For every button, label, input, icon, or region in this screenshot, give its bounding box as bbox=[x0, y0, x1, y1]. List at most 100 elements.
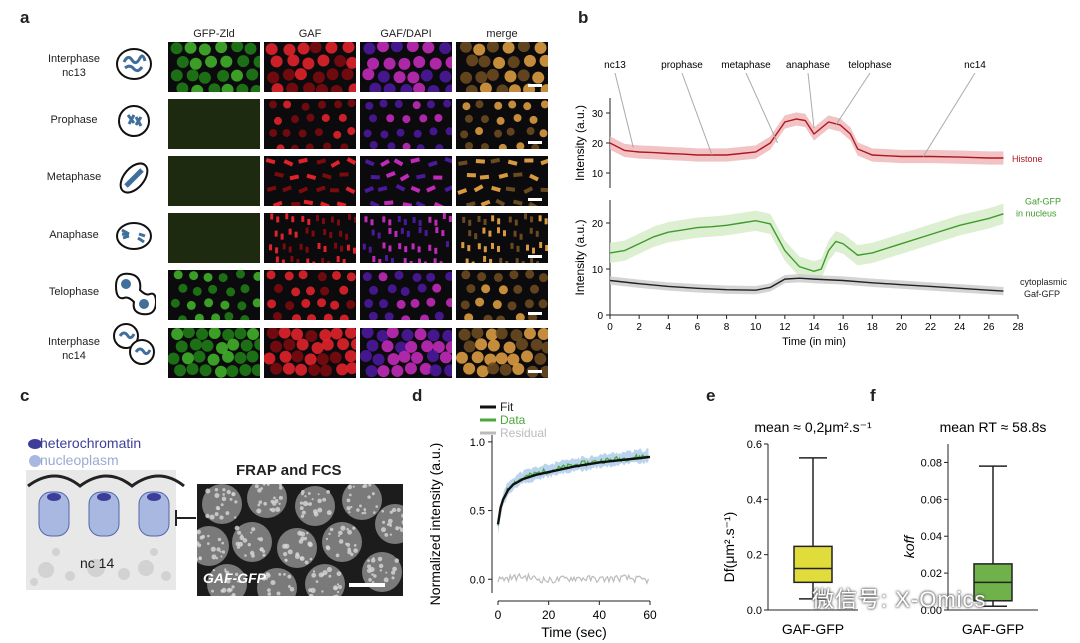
nucleus-signal bbox=[483, 246, 487, 253]
nucleus-signal bbox=[502, 42, 515, 54]
x-tick-label: 12 bbox=[779, 322, 791, 333]
nucleus-signal bbox=[477, 215, 481, 222]
nucleus-signal bbox=[407, 71, 420, 84]
nucleus-signal bbox=[486, 68, 499, 81]
nucleus-signal bbox=[316, 83, 329, 92]
nucleus-signal bbox=[269, 100, 278, 109]
nucleus-signal bbox=[364, 159, 375, 167]
nucleus-signal bbox=[240, 315, 250, 320]
nucleus-signal bbox=[444, 184, 452, 193]
nucleus-signal bbox=[369, 200, 380, 206]
nucleus-signal bbox=[339, 230, 343, 237]
nucleus-signal bbox=[429, 364, 442, 377]
nucleus-signal bbox=[464, 313, 474, 320]
nucleus-signal bbox=[321, 113, 330, 122]
nucleus-signal bbox=[247, 328, 260, 340]
nucleus-signal bbox=[199, 364, 212, 377]
nucleus-signal bbox=[417, 258, 421, 263]
nucleus-signal bbox=[348, 83, 356, 92]
nucleus-signal bbox=[381, 340, 394, 353]
nucleus-signal bbox=[460, 300, 470, 310]
nucleus-signal bbox=[365, 365, 378, 378]
y-tick-label: 0.2 bbox=[747, 550, 762, 562]
nucleoplasm-swatch-icon bbox=[29, 455, 41, 467]
y-tick-label: 0.5 bbox=[470, 506, 485, 518]
gaf-gfp-image-label: GAF-GFP bbox=[203, 570, 266, 586]
nucleus-signal bbox=[364, 298, 374, 308]
nucleus-signal bbox=[402, 115, 411, 124]
legend-label: Fit bbox=[500, 400, 514, 414]
nucleus-signal bbox=[524, 158, 534, 163]
nucleus-signal bbox=[341, 68, 354, 81]
nucleus-signal bbox=[480, 199, 491, 206]
nucleus-signal bbox=[246, 350, 259, 363]
bottom-y-axis-label: Intensity (a.u.) bbox=[573, 219, 587, 295]
nucleus-signal bbox=[361, 328, 374, 339]
nucleus-signal bbox=[377, 42, 390, 53]
micrograph-tile bbox=[168, 42, 260, 92]
nucleus-signal bbox=[419, 114, 428, 123]
nucleus-signal bbox=[506, 127, 515, 136]
nucleus-signal bbox=[340, 245, 344, 252]
nucleus-signal bbox=[540, 365, 548, 378]
nucleus-signal bbox=[465, 201, 476, 206]
scale-bar bbox=[528, 198, 542, 201]
nucleus-signal bbox=[290, 255, 294, 262]
nucleus-signal bbox=[432, 283, 442, 293]
nucleus-signal bbox=[483, 314, 493, 320]
nucleus-signal bbox=[269, 128, 278, 137]
nucleus-signal bbox=[333, 130, 342, 139]
nucleus-signal bbox=[379, 299, 389, 309]
nucleus-signal bbox=[321, 172, 332, 180]
nucleus-signal bbox=[427, 84, 440, 92]
nucleus-signal bbox=[368, 246, 372, 253]
nucleus-signal bbox=[426, 272, 436, 282]
scale-bar bbox=[528, 141, 542, 144]
nucleus-signal bbox=[383, 57, 396, 70]
nucleus-signal bbox=[176, 55, 189, 68]
legend-nucleoplasm: nucleoplasm bbox=[40, 452, 119, 468]
nucleus-signal bbox=[205, 55, 218, 68]
micrograph-tile bbox=[456, 156, 548, 206]
scale-bar bbox=[349, 583, 385, 587]
nucleus-signal bbox=[474, 233, 478, 240]
nucleus-signal bbox=[364, 186, 375, 194]
heterochromatin-swatch-icon bbox=[28, 439, 42, 449]
nucleus-signal bbox=[305, 227, 309, 234]
nucleus-signal bbox=[386, 114, 395, 123]
nucleus-signal bbox=[456, 351, 468, 364]
nucleus-signal bbox=[494, 101, 503, 110]
nucleus-signal bbox=[473, 184, 484, 193]
stage-leader-line bbox=[614, 72, 634, 148]
category-label: GAF-GFP bbox=[782, 621, 844, 637]
y-tick-label: 0 bbox=[597, 311, 603, 322]
nucleus-signal bbox=[494, 129, 503, 138]
nucleus-signal bbox=[402, 142, 411, 149]
x-tick-label: 60 bbox=[643, 608, 657, 622]
nucleus-signal bbox=[170, 298, 180, 308]
nucleus-signal bbox=[278, 328, 291, 339]
nucleus-signal bbox=[211, 313, 221, 320]
nucleus-signal bbox=[398, 57, 411, 70]
nucleus-signal bbox=[460, 130, 469, 139]
nucleus-signal bbox=[189, 271, 199, 281]
nucleus-signal bbox=[427, 160, 438, 168]
nucleus-signal bbox=[377, 70, 390, 83]
nucleus-signal bbox=[207, 353, 220, 366]
nucleus-signal bbox=[417, 246, 421, 253]
nucleus-signal bbox=[398, 243, 402, 250]
nucleus-signal bbox=[471, 261, 475, 263]
nucleus-schematic-1 bbox=[38, 491, 70, 537]
y-tick-label: 0.02 bbox=[921, 568, 942, 580]
nucleus-signal bbox=[298, 270, 308, 280]
nucleus-signal bbox=[403, 219, 407, 226]
nucleus-signal bbox=[530, 338, 543, 351]
nucleus-signal bbox=[396, 299, 406, 309]
nucleus-signal bbox=[353, 216, 356, 223]
nucleus-signal bbox=[445, 84, 452, 92]
x-tick-label: 6 bbox=[695, 322, 701, 333]
nucleus-signal bbox=[267, 71, 280, 84]
y-tick-label: 1.0 bbox=[470, 437, 485, 449]
nucleus-signal bbox=[186, 69, 199, 82]
